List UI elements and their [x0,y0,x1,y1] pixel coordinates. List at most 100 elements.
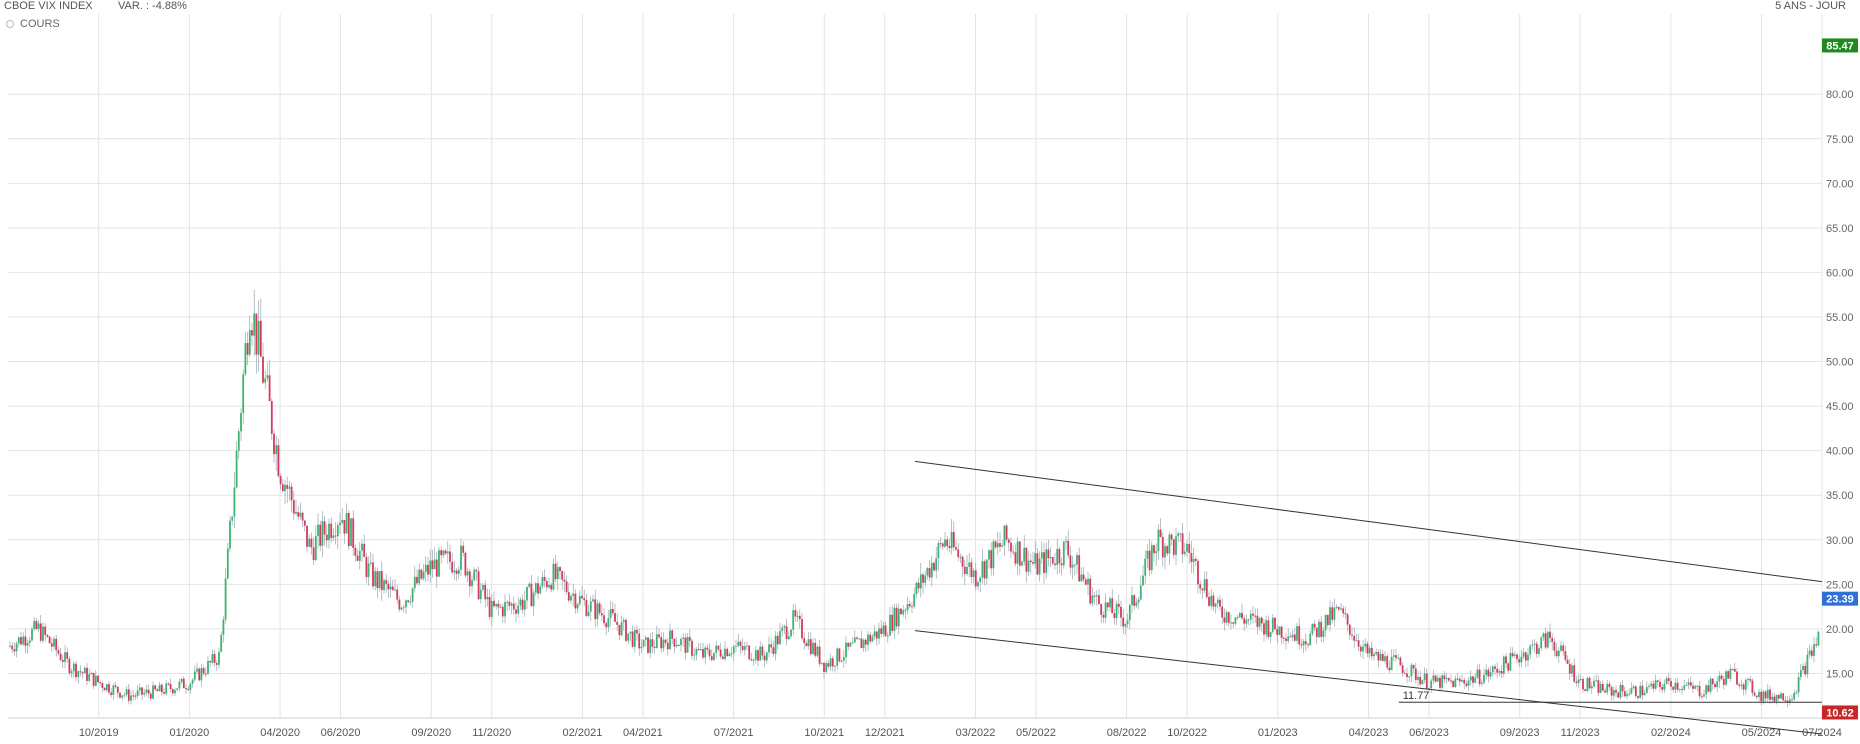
x-tick-label: 11/2023 [1561,727,1600,739]
candle [66,652,69,659]
candle [955,547,957,550]
candle [1518,659,1521,663]
candle [836,648,839,666]
candle [176,688,179,691]
candle [1227,612,1230,624]
candle [889,614,891,636]
trendline [914,460,1823,583]
candle [248,330,251,355]
candle [376,571,379,589]
candle [1190,552,1193,563]
candle [1300,644,1303,646]
candle [167,683,170,685]
candle [1467,680,1470,686]
candle [37,623,40,629]
candle [798,615,801,620]
candle [275,445,278,455]
candle [1291,634,1294,638]
candle [1652,683,1655,689]
candle [669,630,671,650]
candle [31,628,33,641]
candle [1095,595,1098,597]
candle [1276,629,1279,635]
candle [220,634,223,652]
candle [13,649,16,652]
candle [1511,653,1514,657]
candle [501,606,504,617]
candle [1364,643,1367,647]
candle [1267,620,1270,637]
candle [114,685,117,687]
y-tick-label: 70.00 [1826,178,1854,190]
candle [950,531,953,549]
candle [1203,579,1206,591]
candle [251,330,253,336]
candle [1771,696,1774,700]
candle [609,608,612,618]
candle [369,562,372,564]
candle [556,567,559,580]
candle [834,665,836,667]
candle [1256,615,1259,627]
candle [1214,603,1217,607]
candle [286,484,289,489]
candle [1725,671,1727,685]
candle [1181,533,1184,555]
candle [1249,613,1252,620]
candle [237,431,240,451]
candle [1175,536,1177,555]
candle [1278,626,1281,635]
candle [1183,551,1186,555]
candle [1034,553,1037,564]
candle [385,580,388,584]
candle [185,688,187,690]
legend[interactable]: COURS [6,18,60,30]
candle [1131,595,1133,605]
candle [1146,550,1149,559]
candle [653,646,656,648]
candle [411,588,414,602]
candle [638,633,641,649]
candle [1109,598,1111,608]
candle [1379,654,1382,661]
candle [774,635,777,654]
candle [1428,688,1430,690]
candle [1452,680,1455,688]
candle [1439,677,1441,688]
candle [853,637,856,643]
candle [543,576,546,581]
candle [728,653,731,657]
candle [1258,617,1261,627]
candle [468,571,471,587]
candle [121,695,124,698]
candle [939,543,942,545]
candle [1465,683,1468,686]
candle [1806,654,1809,675]
candle [141,687,143,695]
candle [1172,539,1175,555]
candle [462,545,465,553]
candle [213,653,216,663]
candle [587,611,590,616]
candle [1296,626,1298,641]
candle [1221,606,1224,618]
candle [138,687,141,691]
candle [1544,633,1547,648]
candle [649,639,652,653]
y-tick-label: 30.00 [1826,535,1854,547]
candle [570,595,572,601]
candle [24,636,27,646]
candle [1065,540,1067,542]
candle [770,644,773,648]
candle [1773,696,1776,702]
period-selector[interactable]: 5 ANS - JOUR [1775,0,1846,12]
candle [319,524,322,546]
candle [1324,614,1327,631]
candle [794,610,797,617]
candle [33,621,36,629]
y-tick-label: 50.00 [1826,357,1854,369]
candle [193,671,196,680]
candle [1689,682,1692,686]
candle [1124,623,1127,627]
